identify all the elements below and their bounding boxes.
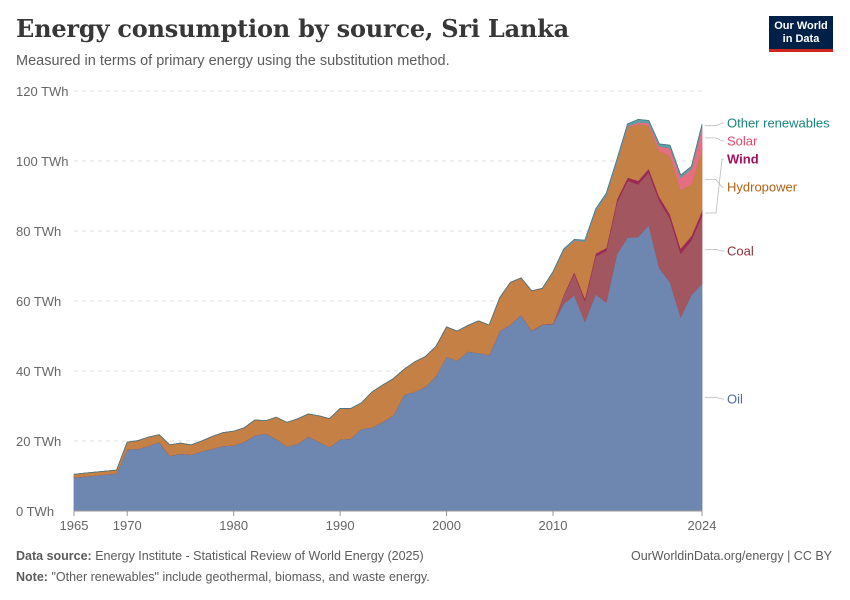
legend-connector xyxy=(705,249,724,252)
legend-connector xyxy=(705,158,724,214)
data-source-label: Data source: xyxy=(16,549,92,563)
x-tick-label: 1980 xyxy=(219,518,248,530)
x-tick-label: 1970 xyxy=(113,518,142,530)
x-tick-label: 2000 xyxy=(432,518,461,530)
series-line xyxy=(73,119,703,475)
area-other-renewables xyxy=(73,119,703,475)
owid-link[interactable]: OurWorldinData.org/energy xyxy=(630,549,784,563)
area-chart: 0 TWh 20 TWh 40 TWh 60 TWh 80 TWh 100 TWh 120 … xyxy=(16,84,830,530)
legend-label-hydropower: Hydropower xyxy=(727,180,798,195)
legend-label-coal: Coal xyxy=(727,244,754,259)
logo-line-2: in Data xyxy=(782,32,820,45)
y-tick-label: 60 TWh xyxy=(16,294,61,309)
owid-logo[interactable]: Our World in Data xyxy=(769,16,833,52)
chart-note: Note: "Other renewables" include geother… xyxy=(16,570,430,584)
y-tick-label: 0 TWh xyxy=(16,504,54,519)
y-tick-label: 40 TWh xyxy=(16,364,61,379)
note-text: "Other renewables" include geothermal, b… xyxy=(51,570,430,584)
y-tick-label: 20 TWh xyxy=(16,434,61,449)
legend-connector xyxy=(705,122,724,127)
license-text: | CC BY xyxy=(783,549,832,563)
y-tick-label: 100 TWh xyxy=(16,154,69,169)
legend-label-other-renewables: Other renewables xyxy=(727,116,830,131)
y-tick-label: 80 TWh xyxy=(16,224,61,239)
x-tick-label: 2024 xyxy=(688,518,717,530)
x-tick-label: 2010 xyxy=(539,518,568,530)
data-source: Data source: Energy Institute - Statisti… xyxy=(16,549,424,563)
x-tick-label: 1990 xyxy=(326,518,355,530)
data-source-text: Energy Institute - Statistical Review of… xyxy=(95,549,424,563)
logo-line-1: Our World xyxy=(774,19,828,32)
y-tick-label: 120 TWh xyxy=(16,84,69,99)
legend-connector xyxy=(705,396,724,400)
chart-title: Energy consumption by source, Sri Lanka xyxy=(16,14,569,43)
legend-connector xyxy=(705,179,724,188)
legend-label-oil: Oil xyxy=(727,392,743,407)
x-tick-label: 1965 xyxy=(60,518,89,530)
legend-label-solar: Solar xyxy=(727,134,758,149)
legend-label-wind: Wind xyxy=(727,152,759,167)
footer-credit: OurWorldinData.org/energy | CC BY xyxy=(631,549,832,563)
chart-subtitle: Measured in terms of primary energy usin… xyxy=(16,53,450,69)
note-label: Note: xyxy=(16,570,48,584)
legend-connector xyxy=(705,137,724,142)
